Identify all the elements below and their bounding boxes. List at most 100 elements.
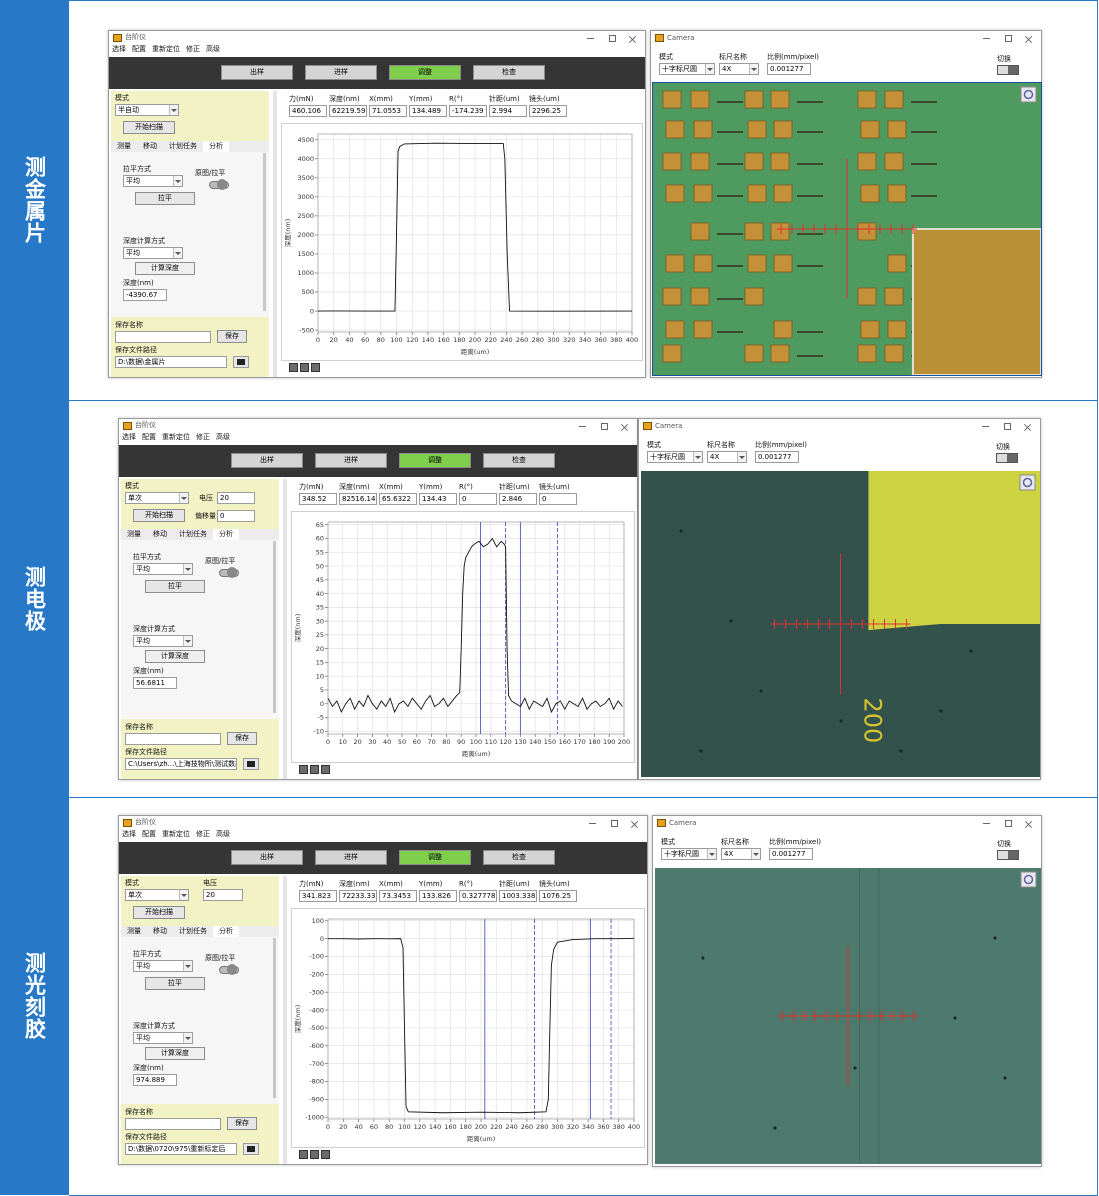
settings-icon[interactable]: [1020, 871, 1037, 888]
save-path-field[interactable]: D:\数据\金属片: [115, 356, 227, 368]
toolbar-button[interactable]: 出样: [231, 850, 303, 865]
menu-item[interactable]: 重新定位: [162, 433, 190, 441]
scan-button[interactable]: 开始扫描: [133, 906, 185, 919]
maximize-button[interactable]: [609, 35, 616, 42]
tab[interactable]: 分析: [203, 141, 229, 152]
minimize-button[interactable]: [982, 426, 989, 427]
level-button[interactable]: 拉平: [145, 580, 205, 593]
maximize-button[interactable]: [1005, 820, 1012, 827]
toolbar-button[interactable]: 调整: [399, 453, 471, 468]
depth-button[interactable]: 计算深度: [145, 650, 205, 663]
toolbar-button[interactable]: 检查: [483, 850, 555, 865]
settings-icon[interactable]: [1020, 86, 1037, 103]
save-path-field[interactable]: D:\数据\0720\975\重新标定后: [125, 1143, 237, 1155]
camera-mode-select[interactable]: 十字标尺圆: [647, 451, 703, 463]
voltage-field[interactable]: 20: [203, 889, 243, 901]
toolbar-button[interactable]: 检查: [483, 453, 555, 468]
minimize-button[interactable]: [579, 426, 586, 427]
maximize-button[interactable]: [611, 820, 618, 827]
mode-select[interactable]: 单次: [125, 889, 189, 901]
scale-field[interactable]: 0.001277: [767, 63, 811, 75]
offset-field[interactable]: 0: [217, 510, 255, 522]
save-button[interactable]: 保存: [227, 1117, 257, 1130]
depth-method-select[interactable]: 平均: [133, 1032, 193, 1044]
tab[interactable]: 计划任务: [179, 530, 207, 538]
level-button[interactable]: 拉平: [135, 192, 195, 205]
tab[interactable]: 计划任务: [179, 927, 207, 935]
maximize-button[interactable]: [1004, 423, 1011, 430]
minimize-button[interactable]: [587, 38, 594, 39]
maximize-button[interactable]: [1005, 35, 1012, 42]
toolbar-button[interactable]: 调整: [389, 65, 461, 80]
chart-tool[interactable]: [321, 1150, 330, 1159]
menu-item[interactable]: 配置: [142, 433, 156, 441]
menu-item[interactable]: 修正: [196, 433, 210, 441]
tab[interactable]: 测量: [117, 142, 131, 150]
scale-field[interactable]: 0.001277: [769, 848, 813, 860]
tab[interactable]: 分析: [213, 529, 239, 540]
settings-icon[interactable]: [1019, 474, 1036, 491]
depth-method-select[interactable]: 平均: [133, 635, 193, 647]
menu-item[interactable]: 修正: [196, 830, 210, 838]
menu-item[interactable]: 修正: [186, 45, 200, 53]
menu-item[interactable]: 高级: [216, 830, 230, 838]
chart-tool[interactable]: [310, 765, 319, 774]
menu-item[interactable]: 高级: [216, 433, 230, 441]
level-select[interactable]: 平均: [133, 563, 193, 575]
chart-tool[interactable]: [299, 1150, 308, 1159]
save-name-field[interactable]: [125, 733, 221, 745]
camera-mode-select[interactable]: 十字标尺圆: [661, 848, 717, 860]
mode-select[interactable]: 半自动: [115, 104, 179, 116]
menu-item[interactable]: 选择: [112, 45, 126, 53]
chart-tool[interactable]: [311, 363, 320, 372]
save-path-field[interactable]: C:\Users\zh...\上海技物所\测试数据: [125, 758, 237, 770]
camera-switch[interactable]: [996, 453, 1018, 463]
minimize-button[interactable]: [983, 823, 990, 824]
tab[interactable]: 移动: [143, 142, 157, 150]
menu-item[interactable]: 配置: [142, 830, 156, 838]
chart-tool[interactable]: [300, 363, 309, 372]
toolbar-button[interactable]: 进样: [315, 453, 387, 468]
scan-button[interactable]: 开始扫描: [123, 121, 175, 134]
menu-item[interactable]: 重新定位: [152, 45, 180, 53]
toolbar-button[interactable]: 进样: [305, 65, 377, 80]
menu-item[interactable]: 选择: [122, 433, 136, 441]
menu-item[interactable]: 高级: [206, 45, 220, 53]
level-button[interactable]: 拉平: [145, 977, 205, 990]
camera-switch[interactable]: [997, 850, 1019, 860]
toolbar-button[interactable]: 进样: [315, 850, 387, 865]
depth-button[interactable]: 计算深度: [145, 1047, 205, 1060]
voltage-field[interactable]: 20: [217, 492, 255, 504]
maximize-button[interactable]: [601, 423, 608, 430]
minimize-button[interactable]: [983, 38, 990, 39]
menu-item[interactable]: 选择: [122, 830, 136, 838]
chart-tool[interactable]: [321, 765, 330, 774]
level-select[interactable]: 平均: [133, 960, 193, 972]
toolbar-button[interactable]: 出样: [221, 65, 293, 80]
minimize-button[interactable]: [589, 823, 596, 824]
depth-method-select[interactable]: 平均: [123, 247, 183, 259]
scale-field[interactable]: 0.001277: [755, 451, 799, 463]
chart-tool[interactable]: [310, 1150, 319, 1159]
menu-item[interactable]: 重新定位: [162, 830, 190, 838]
tab[interactable]: 测量: [127, 530, 141, 538]
scan-button[interactable]: 开始扫描: [133, 509, 185, 522]
depth-button[interactable]: 计算深度: [135, 262, 195, 275]
tab[interactable]: 测量: [127, 927, 141, 935]
chart-tool[interactable]: [289, 363, 298, 372]
save-button[interactable]: 保存: [227, 732, 257, 745]
save-name-field[interactable]: [125, 1118, 221, 1130]
tab[interactable]: 分析: [213, 926, 239, 937]
toolbar-button[interactable]: 检查: [473, 65, 545, 80]
chart-tool[interactable]: [299, 765, 308, 774]
mode-select[interactable]: 单次: [125, 492, 189, 504]
camera-switch[interactable]: [997, 65, 1019, 75]
toolbar-button[interactable]: 调整: [399, 850, 471, 865]
menu-item[interactable]: 配置: [132, 45, 146, 53]
save-name-field[interactable]: [115, 331, 211, 343]
tab[interactable]: 移动: [153, 927, 167, 935]
toolbar-button[interactable]: 出样: [231, 453, 303, 468]
tab[interactable]: 移动: [153, 530, 167, 538]
tab[interactable]: 计划任务: [169, 142, 197, 150]
level-select[interactable]: 平均: [123, 175, 183, 187]
